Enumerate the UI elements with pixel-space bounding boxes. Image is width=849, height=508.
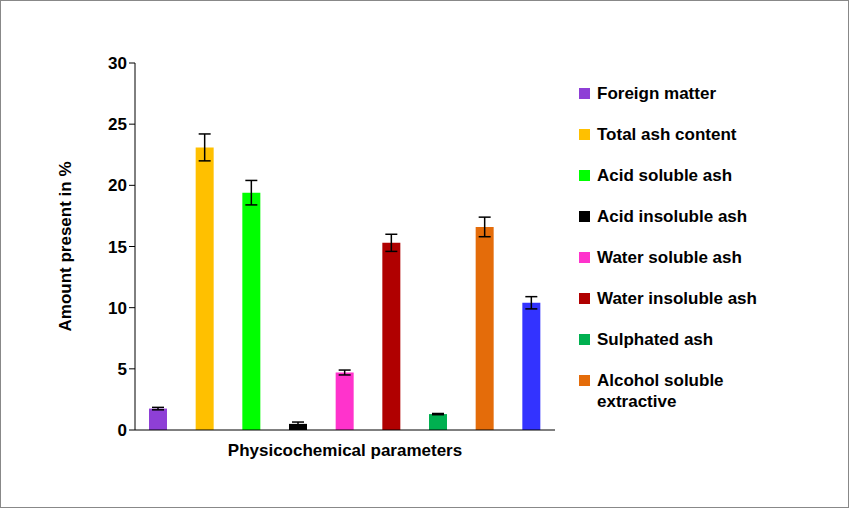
html-text:Water soluble ash: Water soluble ash: [597, 248, 742, 267]
svg-text:Amount present in %: Amount present in %: [56, 161, 75, 331]
svg-text:0: 0: [118, 421, 127, 440]
svg-text:10: 10: [108, 299, 127, 318]
html-text:Acid insoluble ash: Acid insoluble ash: [597, 207, 748, 226]
html-text:Total ash content: Total ash content: [597, 125, 737, 144]
html-text:Alcohol soluble extractive: Alcohol soluble extractive: [597, 371, 724, 411]
html-text:Foreign matter: Foreign matter: [597, 84, 716, 103]
svg-text:15: 15: [108, 238, 127, 257]
html-text:Sulphated ash: Sulphated ash: [597, 330, 714, 349]
html-text:Water insoluble ash: Water insoluble ash: [597, 289, 757, 308]
svg-text:30: 30: [108, 54, 127, 73]
svg-text:Physicochemical parameters: Physicochemical parameters: [228, 441, 462, 460]
svg-text:5: 5: [118, 360, 127, 379]
html-text:Acid soluble ash: Acid soluble ash: [597, 166, 733, 185]
svg-text:25: 25: [108, 115, 127, 134]
svg-text:20: 20: [108, 176, 127, 195]
